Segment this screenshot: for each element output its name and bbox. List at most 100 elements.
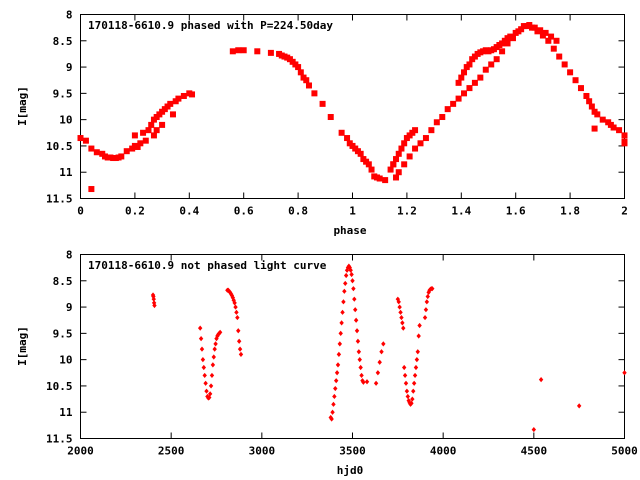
top-data-point	[572, 77, 579, 84]
y-tick-label: 9	[66, 61, 73, 74]
top-data-point	[398, 145, 405, 152]
top-axis-ticks: 0 0.2 0.4 0.6 0.8 1 1.2 1.4 1.6 1.8 2 8 8.5 9 9.5 10 10.…	[46, 9, 628, 218]
top-data-point	[365, 161, 372, 168]
top-data-point	[439, 114, 446, 121]
bottom-data-point	[209, 372, 215, 379]
top-data-point	[390, 161, 397, 168]
bottom-data-point	[207, 394, 212, 401]
bottom-data-point	[425, 293, 430, 300]
bottom-data-point	[343, 272, 349, 279]
bottom-data-point	[152, 302, 157, 309]
bottom-data-point	[336, 351, 342, 357]
top-data-point	[169, 111, 176, 118]
x-tick-label: 0	[77, 205, 84, 218]
top-data-point	[466, 85, 473, 92]
top-data-point	[488, 61, 495, 68]
top-data-point	[395, 169, 402, 176]
top-data-point	[175, 95, 182, 102]
top-data-point	[344, 135, 351, 142]
bottom-data-point	[238, 351, 244, 357]
top-data-point	[393, 174, 400, 181]
bottom-data-point	[350, 278, 355, 284]
bottom-data-point	[231, 297, 236, 303]
x-tick-label: 2500	[158, 445, 185, 458]
y-tick-label: 10.5	[46, 140, 73, 153]
bottom-data-point	[331, 401, 336, 407]
bottom-data-point	[151, 296, 156, 302]
bottom-data-point	[377, 359, 382, 365]
bottom-data-point	[355, 338, 361, 344]
top-data-point	[553, 37, 560, 44]
top-data-point	[387, 166, 394, 173]
y-tick-label: 11	[59, 406, 73, 419]
top-data-point	[577, 85, 584, 92]
bottom-data-point	[351, 286, 356, 292]
y-tick-label: 10	[59, 354, 72, 367]
bottom-data-point	[199, 346, 205, 352]
bottom-data-point	[353, 317, 359, 323]
top-data-point	[455, 95, 462, 102]
bottom-data-point	[333, 385, 338, 392]
bottom-data-point	[228, 291, 234, 297]
bottom-data-point	[401, 325, 406, 331]
bottom-data-point	[353, 307, 358, 313]
x-tick-label: 0.2	[125, 205, 145, 218]
top-data-point	[621, 132, 628, 139]
bottom-data-point	[207, 391, 213, 397]
top-data-points	[77, 22, 628, 193]
top-data-point	[180, 92, 187, 99]
top-data-point	[499, 48, 506, 55]
bottom-data-point	[407, 400, 412, 406]
bottom-data-point	[213, 341, 218, 347]
bottom-data-point	[210, 362, 216, 368]
top-data-point	[145, 127, 152, 134]
top-data-point	[123, 148, 130, 155]
top-data-point	[482, 66, 489, 73]
top-data-point	[382, 177, 389, 184]
bottom-data-point	[413, 364, 419, 371]
top-data-point	[88, 145, 95, 152]
bottom-data-point	[200, 357, 206, 363]
bottom-panel: 170118-6610.9 not phased light curve 200…	[16, 249, 638, 478]
top-data-point	[412, 127, 419, 134]
x-tick-label: 1.4	[451, 205, 471, 218]
x-tick-label: 0.4	[179, 205, 199, 218]
bottom-data-point	[359, 372, 364, 379]
bottom-data-point	[375, 370, 381, 376]
top-data-point	[493, 56, 500, 63]
top-data-point	[368, 166, 375, 173]
top-data-point	[471, 79, 478, 86]
y-tick-label: 10	[59, 114, 72, 127]
bottom-data-point	[354, 328, 360, 334]
x-tick-label: 0.6	[234, 205, 254, 218]
bottom-data-point	[203, 380, 208, 386]
top-data-point	[594, 111, 601, 118]
bottom-data-point	[338, 330, 343, 336]
top-data-point	[153, 127, 160, 134]
top-data-point	[118, 153, 125, 160]
top-data-point	[550, 45, 557, 52]
bottom-data-point	[337, 341, 343, 347]
y-tick-label: 10.5	[46, 380, 73, 393]
top-data-point	[529, 24, 536, 31]
top-data-point	[518, 26, 525, 33]
bottom-data-point	[424, 299, 430, 305]
bottom-data-point	[411, 380, 417, 386]
bottom-data-point	[212, 346, 217, 352]
top-data-point	[338, 129, 345, 136]
bottom-data-point	[341, 299, 346, 305]
bottom-data-point	[400, 320, 405, 326]
top-data-point	[567, 69, 574, 76]
bottom-data-point	[198, 336, 204, 342]
top-data-point	[140, 129, 147, 136]
top-data-point	[303, 77, 310, 84]
bottom-axis-ticks: 2000 2500 3000 3500 4000 4500 5000 8 8.5 9 9.5 10 10…	[46, 249, 638, 458]
y-tick-label: 8.5	[53, 275, 73, 288]
bottom-data-point	[423, 307, 429, 313]
bottom-data-point	[229, 292, 235, 299]
top-data-point	[561, 61, 568, 68]
y-tick-label: 9.5	[53, 327, 73, 340]
bottom-data-point	[235, 314, 240, 321]
top-data-point	[240, 47, 247, 54]
